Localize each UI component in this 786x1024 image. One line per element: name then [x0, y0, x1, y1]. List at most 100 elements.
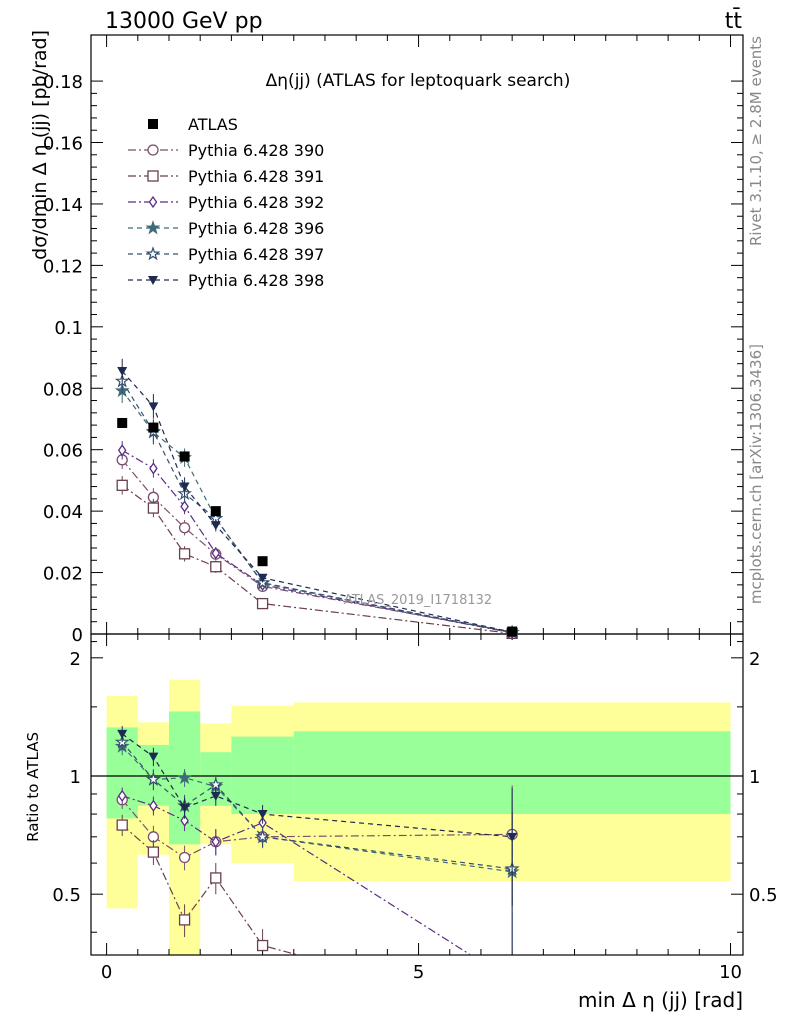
series-line — [121, 449, 513, 634]
data-point — [148, 422, 159, 433]
series-point — [149, 462, 158, 475]
main-ytick-label: 0.18 — [43, 72, 83, 93]
main-ytick-label: 0.12 — [43, 256, 83, 277]
series-point — [210, 561, 222, 573]
ratio-point — [178, 851, 191, 864]
legend-label: Pythia 6.428 390 — [188, 141, 324, 160]
legend-marker — [148, 119, 158, 129]
ratio-point — [507, 832, 518, 842]
ratio-point — [210, 872, 222, 884]
ratio-ytick-label-right: 1 — [749, 767, 760, 788]
data-point — [257, 556, 268, 567]
series-line — [121, 380, 513, 634]
ratio-series-line — [121, 799, 513, 859]
band-green-4 — [231, 736, 294, 815]
ratio-frame — [90, 633, 744, 956]
ratio-ytick-label: 1 — [70, 767, 81, 788]
data-point — [179, 451, 190, 462]
legend: ATLAS Pythia 6.428 390 Pythia 6.428 391 Pyt… — [128, 115, 324, 290]
ratio-point — [145, 771, 161, 786]
ratio-ylabel: Ratio to ATLAS — [24, 732, 42, 842]
main-ytick-label: 0.08 — [43, 379, 83, 400]
legend-label: Pythia 6.428 392 — [188, 193, 324, 212]
legend-marker — [147, 170, 159, 182]
ratio-ytick-label: 2 — [70, 649, 81, 670]
series-line — [121, 459, 513, 633]
ratio-point — [147, 846, 160, 858]
ratio-point — [117, 729, 128, 739]
main-ytick-label: 0.14 — [43, 195, 83, 216]
series-point — [257, 573, 268, 583]
ratio-point — [257, 810, 268, 820]
data-point — [117, 417, 128, 428]
legend-marker — [145, 246, 161, 261]
xlabel: min Δ η (jj) [rad] — [578, 988, 743, 1012]
rivet-label: Rivet 3.1.10, ≥ 2.8M events — [747, 36, 765, 246]
main-ytick-label: 0.06 — [43, 441, 83, 462]
ratio-point — [255, 828, 271, 844]
ratio-series-line — [121, 741, 513, 870]
ratio-point — [148, 752, 159, 762]
ratio-point — [507, 1007, 517, 1017]
ratio-point — [177, 769, 193, 785]
legend-label: Pythia 6.428 397 — [188, 245, 324, 264]
ratio-point — [210, 791, 221, 801]
data-point — [507, 626, 518, 637]
ratio-point — [149, 799, 158, 812]
legend-marker — [148, 195, 158, 209]
xtick-label: 10 — [719, 962, 742, 983]
series-point — [256, 597, 269, 610]
main-ytick-label: 0.16 — [43, 134, 83, 155]
legend-marker — [147, 144, 159, 156]
legend-label: Pythia 6.428 396 — [188, 219, 324, 238]
main-panel-series — [114, 358, 520, 640]
ratio-point — [117, 789, 127, 803]
watermark: ATLAS_2019_I1718132 — [344, 593, 492, 608]
header-right: tt̄ — [725, 8, 743, 34]
header-left: 13000 GeV pp — [105, 9, 263, 34]
series-point — [117, 444, 127, 457]
series-point — [179, 482, 190, 492]
main-ytick-label: 0 — [72, 625, 83, 646]
ratio-point — [178, 914, 191, 926]
xtick-label: 0 — [101, 962, 112, 983]
ratio-point — [180, 814, 189, 827]
ratio-point — [256, 939, 269, 952]
main-ytick-label: 0.02 — [43, 564, 83, 585]
ratio-point — [116, 819, 128, 831]
ratio-ytick-label-right: 2 — [749, 649, 760, 670]
series-point — [180, 500, 189, 513]
data-point — [210, 506, 221, 517]
mcplots-label: mcplots.cern.ch [arXiv:1306.3436] — [747, 344, 765, 604]
series-point — [211, 547, 221, 560]
ratio-uncertainty-bands — [106, 679, 731, 955]
ratio-point — [179, 803, 190, 813]
series-point — [116, 479, 128, 491]
series-point — [178, 522, 191, 534]
series-point — [210, 521, 221, 531]
series-line — [121, 370, 513, 633]
ratio-panel-axes: 0 5 10 0.5 0.5 1 1 2 2 — [52, 35, 778, 983]
ratio-point — [509, 976, 516, 986]
ratio-ytick-label-right: 0.5 — [749, 885, 778, 906]
main-ytick-label: 0.04 — [43, 502, 83, 523]
legend-marker — [148, 276, 158, 285]
main-panel-axes: 0 0.02 0.04 0.06 0.08 0.1 0.12 0.14 0.16 0.18 — [43, 34, 744, 646]
main-ylabel: dσ/dmin Δ η (jj) [pb/rad] — [29, 30, 51, 260]
main-ytick-label: 0.1 — [54, 318, 83, 339]
legend-label: Pythia 6.428 391 — [188, 167, 324, 186]
ratio-point — [211, 835, 221, 848]
legend-label: Pythia 6.428 398 — [188, 271, 324, 290]
ratio-series-line — [122, 795, 472, 955]
series-point — [117, 367, 128, 377]
main-plot-title: Δη(jj) (ATLAS for leptoquark search) — [266, 71, 571, 91]
series-point — [178, 548, 191, 560]
ratio-ytick-label: 0.5 — [52, 885, 81, 906]
series-point — [147, 502, 160, 514]
ratio-series-clipped — [114, 726, 520, 1017]
series-point — [148, 402, 159, 412]
xtick-label: 5 — [413, 962, 424, 983]
ratio-panel-series — [114, 726, 520, 1017]
legend-label: ATLAS — [188, 115, 238, 134]
